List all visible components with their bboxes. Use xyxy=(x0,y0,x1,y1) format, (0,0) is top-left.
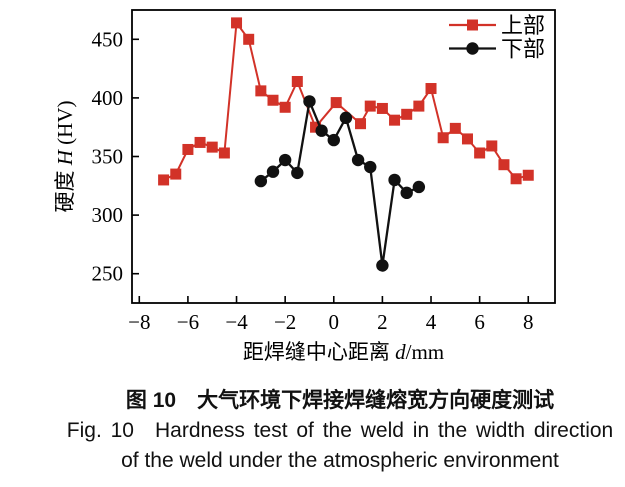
legend-upper-label: 上部 xyxy=(501,13,545,38)
lower-series-point xyxy=(388,173,401,187)
y-tick-label: 350 xyxy=(92,145,124,169)
lower-series-point xyxy=(412,180,426,194)
legend-upper-marker xyxy=(467,19,478,31)
x-tick-label: −4 xyxy=(225,310,248,334)
upper-series-point xyxy=(437,132,449,144)
upper-series-point xyxy=(255,85,267,97)
legend-lower-marker xyxy=(466,42,479,55)
x-tick-label: 8 xyxy=(523,310,534,334)
upper-series-point xyxy=(498,159,510,171)
hardness-line-chart: 250 300 350 400 450 −8 −6 −4 −2 0 2 4 6 8 距焊缝中心距离 d/mm… xyxy=(53,9,556,364)
upper-series-point xyxy=(279,101,291,113)
plot-border xyxy=(131,9,556,304)
y-tick-label: 300 xyxy=(92,203,124,227)
lower-series-point xyxy=(291,166,304,180)
lower-series-point xyxy=(278,153,292,167)
x-tick-label: 2 xyxy=(377,310,388,334)
lower-series-point xyxy=(376,259,389,272)
upper-series-point xyxy=(243,33,255,45)
upper-series-point xyxy=(231,17,243,29)
upper-series-point xyxy=(170,168,182,180)
lower-series-point xyxy=(364,160,377,174)
x-tick-label: −2 xyxy=(274,310,296,334)
y-tick-label: 400 xyxy=(92,86,124,110)
upper-series-point xyxy=(449,122,461,134)
upper-series-point xyxy=(486,140,498,152)
x-tick-label: 6 xyxy=(474,310,485,334)
upper-series-point xyxy=(376,102,388,114)
x-tick-label: 4 xyxy=(426,310,437,334)
figure-caption-english-line1: Fig. 10 Hardness test of the weld in the… xyxy=(66,419,614,442)
lower-series-point xyxy=(351,153,365,167)
figure-caption-block: 图 10 大气环境下焊接焊缝熔宽方向硬度测试 Fig. 10 Hardness … xyxy=(55,386,625,476)
figure-caption-chinese: 图 10 大气环境下焊接焊缝熔宽方向硬度测试 xyxy=(125,389,555,412)
upper-series-point xyxy=(218,147,230,159)
upper-series-point xyxy=(401,108,413,120)
x-tick-label: −6 xyxy=(177,310,199,334)
upper-series-point xyxy=(310,121,322,133)
upper-series-point xyxy=(364,100,376,112)
upper-series-point xyxy=(267,94,279,106)
upper-series-point xyxy=(461,133,473,145)
legend-lower-label: 下部 xyxy=(501,37,545,62)
upper-series-point xyxy=(510,173,522,185)
upper-series-point xyxy=(522,169,534,181)
y-tick-label: 450 xyxy=(92,27,124,51)
upper-series-point xyxy=(194,136,206,148)
upper-series-point xyxy=(355,118,367,130)
lower-series-point xyxy=(254,174,268,188)
y-axis-label: 硬度 H (HV) xyxy=(53,101,77,213)
upper-series-point xyxy=(291,75,303,87)
upper-series-point xyxy=(474,147,486,159)
x-axis-label: 距焊缝中心距离 d/mm xyxy=(243,340,444,364)
x-tick-label: −8 xyxy=(128,310,150,334)
upper-series-point xyxy=(206,141,218,153)
upper-series-point xyxy=(413,100,425,112)
x-tick-label: 0 xyxy=(329,310,340,334)
upper-series-point xyxy=(425,83,437,95)
lower-series-point xyxy=(303,95,316,108)
lower-series-point xyxy=(339,111,353,125)
lower-series-point xyxy=(327,133,340,147)
upper-series-point xyxy=(389,114,401,126)
lower-series-point xyxy=(315,124,328,137)
lower-series-point xyxy=(266,165,280,178)
upper-series-point xyxy=(330,97,342,109)
upper-series-point xyxy=(158,174,170,186)
upper-series-point xyxy=(182,143,194,155)
figure-caption-english-line2: of the weld under the atmospheric enviro… xyxy=(121,449,559,472)
lower-series-point xyxy=(400,186,413,200)
y-tick-label: 250 xyxy=(92,262,124,286)
